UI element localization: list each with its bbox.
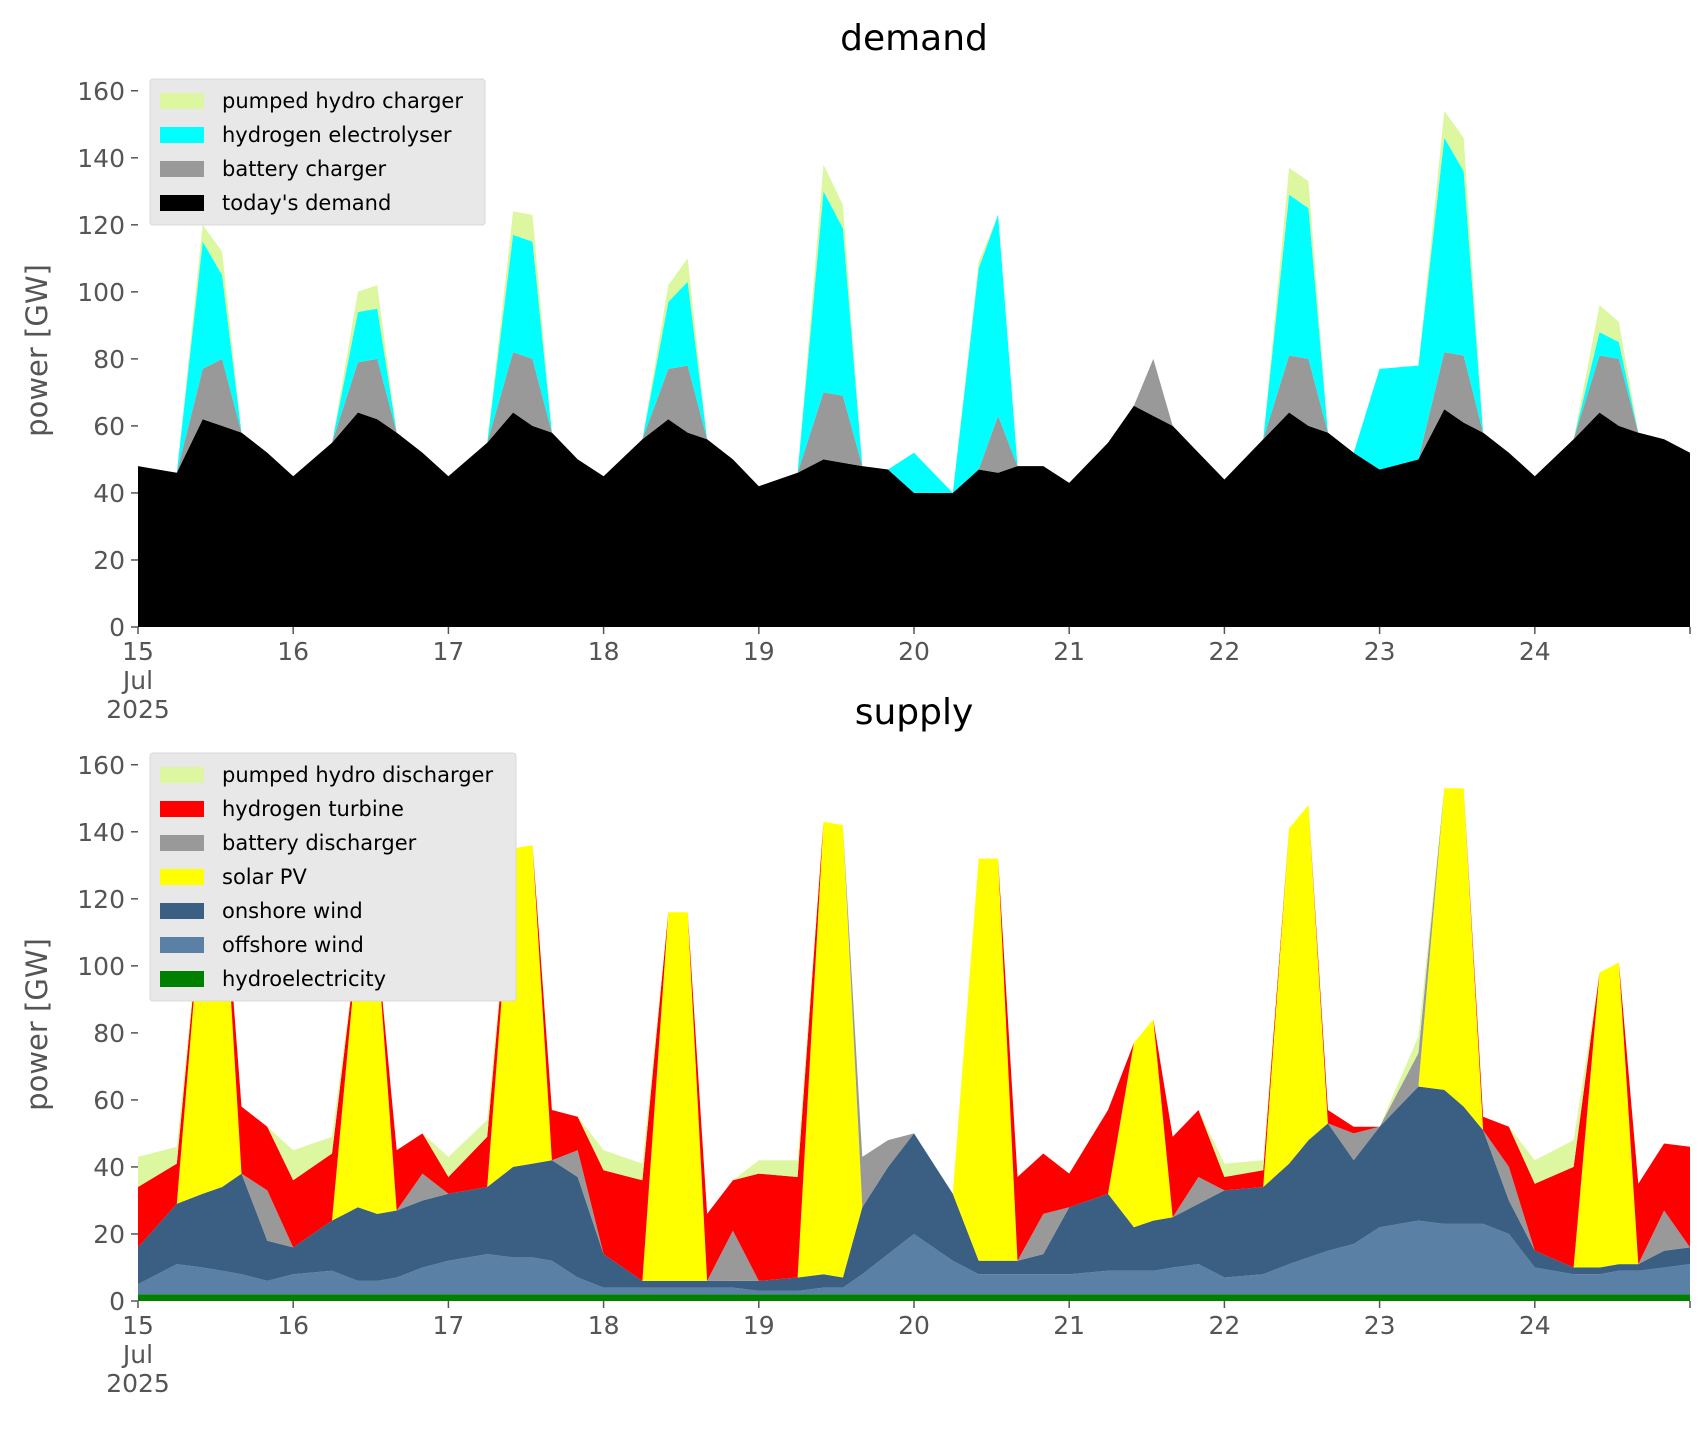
legend-box [149, 752, 517, 1002]
x-tick-label: 21 [1053, 1311, 1085, 1340]
chart-title: demand [840, 18, 988, 59]
area-hydrogen-electrolyser [138, 137, 1690, 493]
legend-label: onshore wind [222, 899, 363, 923]
x-tick-label: 22 [1208, 1311, 1240, 1340]
legend: pumped hydro charger hydrogen electrolyse… [149, 78, 486, 226]
y-tick-label: 20 [93, 1220, 125, 1249]
area-hydrogen-turbine [138, 788, 1690, 1281]
area-battery-charger [138, 352, 1690, 493]
x-tick-label: 19 [743, 1311, 775, 1340]
legend-swatch [160, 801, 204, 817]
legend-label: hydrogen turbine [222, 797, 404, 821]
x-tick-label: 21 [1053, 637, 1085, 666]
series-areas [138, 110, 1690, 627]
legend-swatch [160, 161, 204, 177]
supply-panel: supply power [GW] 0 20 40 60 80 100 120 140 160 15J… [20, 692, 1691, 1398]
y-tick-label: 80 [93, 1019, 125, 1048]
x-tick-label: 23 [1364, 637, 1396, 666]
y-axis: 0 20 40 60 80 100 120 140 160 [77, 77, 138, 642]
legend-swatch [160, 767, 204, 783]
legend-label: battery charger [222, 157, 387, 181]
y-tick-label: 100 [77, 952, 125, 981]
legend-swatch [160, 971, 204, 987]
x-tick-label: 24 [1519, 1311, 1551, 1340]
x-tick-label: 23 [1364, 1311, 1396, 1340]
legend-label: pumped hydro discharger [222, 763, 493, 787]
area-pumped-hydro-discharger [138, 788, 1690, 1214]
x-tick-label: 2025 [106, 1369, 170, 1398]
y-tick-label: 0 [109, 1287, 125, 1316]
y-axis: 0 20 40 60 80 100 120 140 160 [77, 751, 138, 1316]
y-tick-label: 20 [93, 546, 125, 575]
area-solar-pv [138, 788, 1690, 1281]
x-tick-label: 2025 [106, 695, 170, 724]
legend-label: pumped hydro charger [222, 89, 463, 113]
area-today-s-demand [138, 405, 1690, 627]
x-tick-label: 18 [588, 1311, 620, 1340]
area-offshore-wind [138, 1220, 1690, 1295]
x-tick-label: 15 [122, 637, 154, 666]
legend-swatch [160, 835, 204, 851]
area-hydroelectricity [138, 1294, 1690, 1301]
legend: pumped hydro discharger hydrogen turbine b… [149, 752, 517, 1002]
legend-swatch [160, 937, 204, 953]
y-tick-label: 160 [77, 751, 125, 780]
legend-swatch [160, 195, 204, 211]
x-tick-label: 17 [432, 1311, 464, 1340]
y-tick-label: 140 [77, 144, 125, 173]
y-tick-label: 0 [109, 613, 125, 642]
legend-swatch [160, 903, 204, 919]
x-tick-label: 20 [898, 1311, 930, 1340]
x-tick-label: Jul [121, 1340, 153, 1369]
legend-label: solar PV [222, 865, 307, 889]
chart-title: supply [855, 692, 974, 733]
series-areas [138, 788, 1690, 1301]
legend-label: offshore wind [222, 933, 364, 957]
y-tick-label: 100 [77, 278, 125, 307]
y-tick-label: 140 [77, 818, 125, 847]
y-tick-label: 160 [77, 77, 125, 106]
y-tick-label: 40 [93, 1153, 125, 1182]
demand-panel: demand power [GW] 0 20 40 60 80 100 120 140 160 15J… [20, 18, 1691, 724]
area-onshore-wind [138, 1086, 1690, 1291]
legend-label: hydrogen electrolyser [222, 123, 452, 147]
x-tick-label: 19 [743, 637, 775, 666]
legend-swatch [160, 869, 204, 885]
x-tick-label: 20 [898, 637, 930, 666]
legend-label: today's demand [222, 191, 391, 215]
legend-swatch [160, 93, 204, 109]
y-tick-label: 120 [77, 211, 125, 240]
x-tick-label: Jul [121, 666, 153, 695]
y-axis-label: power [GW] [20, 264, 54, 437]
legend-box [149, 78, 486, 226]
legend-label: hydroelectricity [222, 967, 386, 991]
legend-swatch [160, 127, 204, 143]
y-tick-label: 60 [93, 412, 125, 441]
legend-label: battery discharger [222, 831, 417, 855]
x-tick-label: 18 [588, 637, 620, 666]
x-tick-label: 16 [277, 637, 309, 666]
x-tick-label: 15 [122, 1311, 154, 1340]
x-tick-label: 24 [1519, 637, 1551, 666]
y-tick-label: 120 [77, 885, 125, 914]
x-tick-label: 16 [277, 1311, 309, 1340]
x-tick-label: 17 [432, 637, 464, 666]
y-axis-label: power [GW] [20, 938, 54, 1111]
y-tick-label: 60 [93, 1086, 125, 1115]
y-tick-label: 40 [93, 479, 125, 508]
x-tick-label: 22 [1208, 637, 1240, 666]
y-tick-label: 80 [93, 345, 125, 374]
